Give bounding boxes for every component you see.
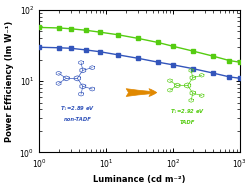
Text: T$_1$=2.89 eV: T$_1$=2.89 eV [60, 104, 95, 113]
Y-axis label: Power Efficiency (lm W⁻¹): Power Efficiency (lm W⁻¹) [5, 21, 14, 142]
Text: non-TADF: non-TADF [63, 117, 91, 122]
X-axis label: Luminance (cd m⁻²): Luminance (cd m⁻²) [93, 175, 186, 184]
Text: TADF: TADF [180, 120, 195, 125]
Text: T$_1$=2.92 eV: T$_1$=2.92 eV [170, 107, 205, 115]
